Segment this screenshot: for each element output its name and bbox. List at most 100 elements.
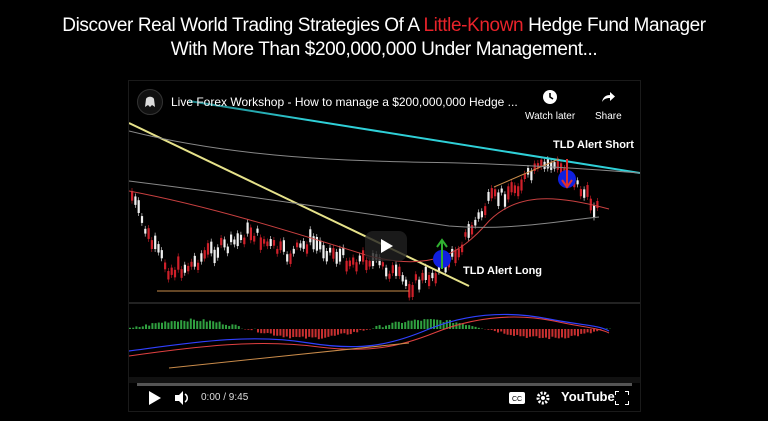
candle-body xyxy=(507,186,510,200)
histogram-bar xyxy=(298,329,301,338)
histogram-bar xyxy=(362,329,365,331)
candle-body xyxy=(500,188,503,193)
candle-body xyxy=(365,260,368,271)
candle-body xyxy=(404,279,408,286)
candle-body xyxy=(243,237,246,245)
histogram-bar xyxy=(477,327,480,329)
histogram-bar xyxy=(465,325,467,329)
candle-body xyxy=(586,185,589,197)
histogram-bar xyxy=(589,329,592,334)
histogram-bar xyxy=(545,329,547,338)
candle-body xyxy=(401,275,404,282)
headline-line-2: With More Than $200,000,000 Under Manage… xyxy=(170,39,598,60)
histogram-bar xyxy=(324,329,327,338)
candle-body xyxy=(154,235,157,250)
candle-body xyxy=(226,246,229,254)
candle-body xyxy=(180,269,183,278)
candle-body xyxy=(451,248,454,257)
candle-body xyxy=(315,236,318,251)
histogram-bar xyxy=(359,329,362,331)
histogram-bar xyxy=(221,324,224,329)
shield-logo-icon[interactable] xyxy=(137,89,163,115)
candle-body xyxy=(164,262,167,270)
candle-body xyxy=(454,249,457,264)
histogram-bar xyxy=(561,329,563,338)
histogram-bar xyxy=(557,329,560,339)
histogram-bar xyxy=(289,329,291,339)
histogram-bar xyxy=(538,329,541,339)
candle-body xyxy=(414,274,417,281)
histogram-bar xyxy=(570,329,573,336)
candle-body xyxy=(434,273,437,284)
candle-body xyxy=(362,250,365,262)
candle-body xyxy=(197,262,200,270)
histogram-bar xyxy=(218,321,221,329)
histogram-bar xyxy=(397,321,400,329)
histogram-bar xyxy=(391,322,394,329)
candle-body xyxy=(583,189,586,198)
histogram-bar xyxy=(599,329,602,330)
ma-curve-1 xyxy=(129,130,640,174)
candle-body xyxy=(510,182,513,193)
histogram-bar xyxy=(577,329,579,337)
candle-body xyxy=(355,262,358,272)
progress-bar[interactable] xyxy=(137,383,632,386)
histogram-bar xyxy=(129,327,131,329)
candle-body xyxy=(467,224,470,238)
histogram-bar xyxy=(519,329,522,337)
candle-body xyxy=(305,244,309,254)
candle-body xyxy=(302,241,305,249)
histogram-bar xyxy=(257,329,259,333)
candle-body xyxy=(381,262,384,267)
center-play-button[interactable] xyxy=(365,231,407,261)
candle-body xyxy=(259,237,262,250)
gear-icon[interactable] xyxy=(536,391,550,410)
volume-icon[interactable] xyxy=(175,391,191,410)
histogram-bar xyxy=(586,329,589,333)
candle-body xyxy=(239,234,243,241)
candle-body xyxy=(223,239,226,248)
histogram-bar xyxy=(500,329,503,332)
histogram-bar xyxy=(183,320,186,329)
candle-body xyxy=(477,212,480,219)
headline-line-1: Discover Real World Trading Strategies O… xyxy=(0,14,768,38)
candle-body xyxy=(319,240,322,250)
video-title[interactable]: Live Forex Workshop - How to manage a $2… xyxy=(171,95,518,109)
histogram-bar xyxy=(474,326,477,329)
candle-body xyxy=(540,159,543,167)
candle-body xyxy=(484,206,487,216)
fullscreen-icon[interactable] xyxy=(614,390,630,410)
histogram-bar xyxy=(564,329,567,339)
candle-body xyxy=(335,251,338,264)
video-player[interactable]: Live Forex Workshop - How to manage a $2… xyxy=(128,80,641,412)
chart-frame xyxy=(129,81,640,383)
play-icon[interactable] xyxy=(149,391,161,410)
candle-body xyxy=(348,260,351,267)
histogram-bar xyxy=(433,319,435,329)
histogram-bar xyxy=(282,329,285,338)
histogram-bar xyxy=(445,320,448,329)
histogram-bar xyxy=(407,320,410,329)
histogram-bar xyxy=(276,329,279,336)
histogram-bar xyxy=(375,325,378,329)
candle-body xyxy=(134,196,137,205)
histogram-bar xyxy=(525,329,528,338)
candle-body xyxy=(461,244,464,253)
histogram-bar xyxy=(189,318,192,329)
share-label: Share xyxy=(595,111,622,122)
candle-body xyxy=(263,239,266,244)
youtube-logo[interactable]: YouTube xyxy=(561,389,615,404)
histogram-bar xyxy=(260,329,263,334)
svg-text:CC: CC xyxy=(512,396,522,403)
histogram-bar xyxy=(532,329,535,337)
histogram-bar xyxy=(490,329,493,330)
candle-body xyxy=(497,192,500,207)
histogram-bar xyxy=(266,329,269,333)
histogram-bar xyxy=(426,319,429,329)
watch-later-button[interactable]: Watch later xyxy=(525,89,575,122)
indicator-trend-line xyxy=(168,342,410,369)
candle-body xyxy=(398,266,401,277)
share-button[interactable]: Share xyxy=(595,89,622,122)
captions-icon[interactable]: CC xyxy=(509,391,525,409)
histogram-bar xyxy=(337,329,339,335)
